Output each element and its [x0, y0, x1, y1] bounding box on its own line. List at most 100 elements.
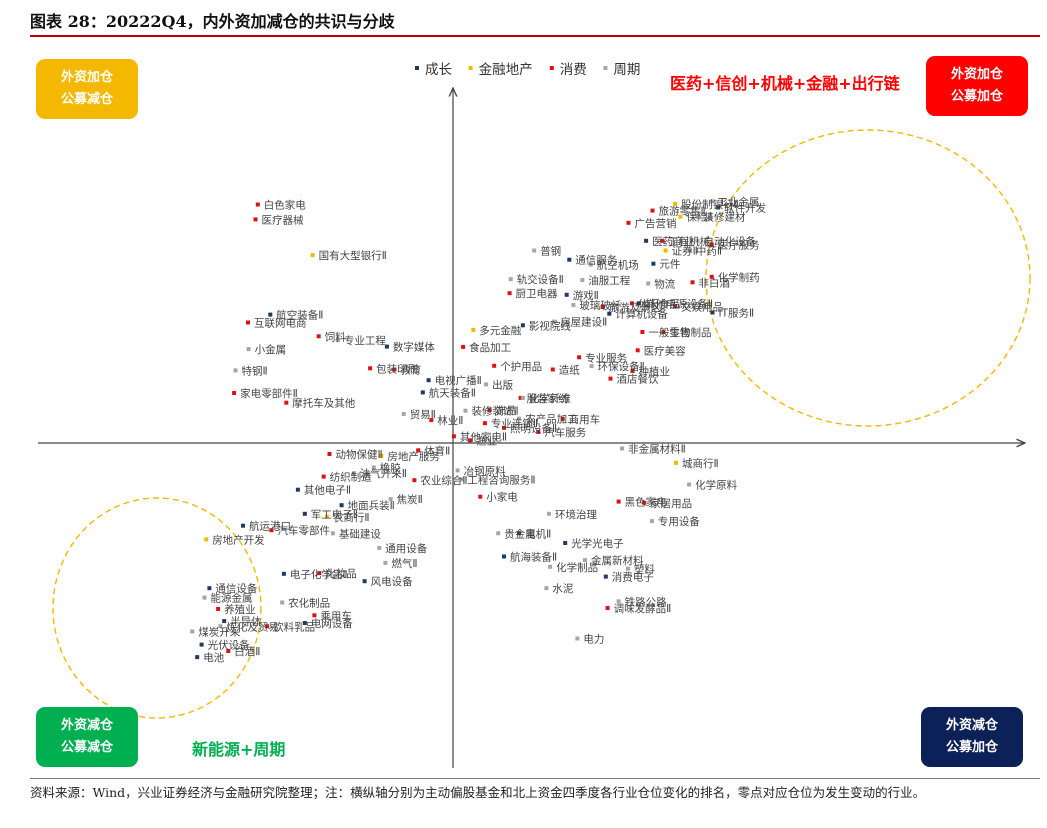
- quadrant-label-top-left: 外资加仓 公募减仓: [36, 59, 138, 119]
- point-label-97: 出版: [492, 378, 513, 391]
- point-label-34: 基础建设: [339, 527, 381, 540]
- point-49: [302, 621, 307, 625]
- legend-label-3: 周期: [613, 62, 640, 78]
- point-123: [583, 558, 587, 563]
- point-47: [218, 624, 223, 629]
- point-label-13: 家电零部件Ⅱ: [240, 387, 298, 400]
- point-label-101: 饰品: [496, 404, 517, 417]
- quadrant-top-left-line1: 外资加仓: [60, 70, 113, 85]
- point-35: [377, 545, 382, 550]
- point-label-44: 乘用车: [320, 609, 352, 622]
- point-label-90: 多元金融: [479, 324, 521, 337]
- quadrant-top-right-line1: 外资加仓: [950, 67, 1003, 82]
- point-73: [710, 310, 715, 315]
- point-56: [650, 208, 655, 213]
- point-label-71: 其他电源设备Ⅱ: [645, 297, 713, 310]
- point-label-25: 农业综合Ⅱ: [420, 474, 467, 487]
- point-label-17: 林业Ⅱ: [437, 414, 463, 427]
- point-17: [429, 418, 434, 423]
- legend-marker-2: [549, 66, 554, 70]
- point-67: [709, 274, 714, 279]
- point-90: [471, 327, 476, 332]
- point-50: [199, 642, 204, 647]
- point-18: [451, 434, 456, 439]
- point-82: [588, 262, 593, 267]
- point-116: [649, 519, 654, 524]
- point-28: [388, 497, 393, 502]
- point-label-114: 黑色家电: [625, 496, 667, 509]
- point-120: [563, 541, 568, 545]
- point-label-94: 专业服务: [585, 351, 627, 364]
- point-60: [644, 238, 649, 243]
- point-label-23: 纺织制造: [330, 471, 372, 484]
- point-label-104: 专业连锁Ⅱ: [491, 417, 538, 430]
- point-label-106: 汽车服务: [544, 426, 586, 439]
- point-label-15: 航天装备Ⅱ: [429, 386, 476, 399]
- point-43: [216, 606, 221, 611]
- point-label-57: 保险Ⅱ: [686, 211, 712, 224]
- point-label-9: 包装印刷: [376, 362, 418, 375]
- point-label-14: 摩托车及其他: [292, 397, 355, 410]
- point-125: [603, 574, 608, 579]
- point-label-18: 其他家电Ⅱ: [460, 430, 507, 443]
- point-label-99: 化学纤维: [529, 392, 571, 405]
- quadrant-bottom-right-line1: 外资减仓: [945, 718, 998, 733]
- point-40: [207, 586, 212, 591]
- point-label-91: 影视院线: [529, 319, 571, 332]
- point-label-33: 汽车零部件: [278, 524, 331, 537]
- point-label-35: 通用设备: [385, 542, 427, 555]
- point-label-26: 其他电子Ⅱ: [304, 484, 351, 497]
- point-label-80: 普钢: [540, 245, 561, 258]
- point-label-120: 光学光电子: [571, 537, 624, 550]
- point-93: [461, 344, 466, 349]
- legend-marker-1: [468, 66, 473, 70]
- point-107: [468, 438, 473, 443]
- point-48: [265, 624, 270, 629]
- point-label-58: 装修建材: [704, 211, 746, 224]
- point-62: [660, 238, 665, 243]
- point-44: [312, 613, 317, 618]
- point-71: [636, 301, 641, 306]
- point-16: [401, 412, 406, 416]
- point-label-29: 军工电子Ⅱ: [311, 508, 358, 521]
- point-label-77: 种植业: [639, 365, 671, 378]
- point-label-7: 专业工程: [344, 334, 386, 347]
- point-label-63: 中药Ⅱ: [696, 245, 722, 258]
- point-label-31: 房地产开发: [212, 533, 265, 546]
- point-label-68: 非白酒: [699, 276, 731, 289]
- point-label-66: 元件: [659, 259, 680, 271]
- footnote-divider: [30, 778, 1040, 779]
- chart-title: 图表 28：20222Q4，内外资加减仓的共识与分歧: [30, 12, 395, 31]
- point-4: [246, 320, 250, 325]
- quadrant-label-bottom-right: 外资减仓 公募加仓: [921, 707, 1023, 767]
- point-label-64: 证券Ⅱ: [672, 245, 698, 258]
- point-105: [502, 425, 506, 430]
- point-53: [673, 201, 678, 206]
- point-label-54: 工业金属: [717, 195, 759, 208]
- point-label-82: 航空机场: [597, 259, 639, 272]
- legend-label-0: 成长: [425, 62, 452, 78]
- point-label-95: 个护用品: [500, 360, 542, 373]
- point-96: [550, 367, 555, 372]
- point-45: [190, 629, 195, 634]
- point-102: [517, 416, 522, 421]
- point-label-81: 通信服务: [575, 254, 617, 267]
- point-38: [281, 571, 286, 576]
- point-label-20: 房地产服务: [387, 450, 440, 463]
- point-59: [626, 220, 631, 225]
- point-106: [536, 430, 541, 434]
- point-label-108: 非金属材料Ⅱ: [628, 443, 686, 456]
- point-103: [560, 416, 565, 421]
- point-label-76: 医疗美容: [644, 344, 686, 357]
- point-label-67: 化学制药: [718, 271, 760, 284]
- point-label-65: 医疗服务: [718, 238, 760, 251]
- point-label-129: 电力: [583, 633, 604, 646]
- point-label-42: 农化制品: [288, 597, 330, 610]
- point-5: [246, 347, 251, 352]
- point-64: [663, 248, 668, 253]
- point-58: [695, 214, 700, 219]
- point-label-49: 电网设备: [311, 617, 353, 630]
- point-label-86: 游戏Ⅱ: [573, 289, 599, 302]
- legend: 成长 金融地产 消费 周期: [415, 62, 640, 78]
